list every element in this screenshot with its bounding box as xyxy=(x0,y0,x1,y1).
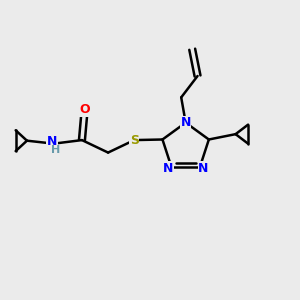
Text: N: N xyxy=(181,116,191,129)
Text: H: H xyxy=(52,145,61,155)
Text: O: O xyxy=(79,103,90,116)
Text: N: N xyxy=(163,162,173,175)
Text: N: N xyxy=(47,135,57,148)
Text: S: S xyxy=(130,134,139,147)
Text: N: N xyxy=(198,162,209,175)
